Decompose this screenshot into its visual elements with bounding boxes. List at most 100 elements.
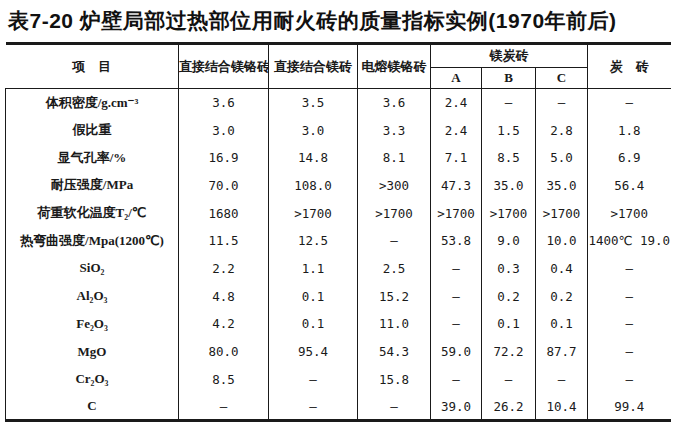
table-cell: 0.2 (482, 282, 536, 310)
table-cell: 3.0 (269, 116, 358, 144)
table-cell: >1700 (431, 199, 482, 227)
column-header-item: 项 目 (6, 44, 179, 89)
table-cell: 0.1 (269, 282, 358, 310)
table-cell: 1400℃ 19.0 (588, 227, 671, 255)
subcolumn-header-a: A (431, 68, 482, 89)
table-cell: 14.8 (269, 144, 358, 172)
table-cell: 0.4 (536, 255, 588, 283)
table-cell: 15.2 (358, 282, 431, 310)
table-cell: – (179, 393, 269, 421)
data-table: 项 目 直接结合镁铬砖 直接结合镁砖 电熔镁铬砖 镁炭砖 炭 砖 A B C 体… (5, 42, 671, 422)
table-cell: – (536, 365, 588, 393)
table-cell: 11.0 (358, 310, 431, 338)
table-cell: 0.1 (536, 310, 588, 338)
row-label: 显气孔率/% (6, 144, 179, 172)
table-cell: – (588, 365, 671, 393)
table-cell: 35.0 (482, 172, 536, 200)
table-cell: >1700 (536, 199, 588, 227)
header-row-main: 项 目 直接结合镁铬砖 直接结合镁砖 电熔镁铬砖 镁炭砖 炭 砖 (6, 44, 671, 68)
column-header-direct-bonded-magnesia-brick: 直接结合镁砖 (269, 44, 358, 89)
row-label: SiO₂ (6, 255, 179, 283)
table-cell: – (482, 365, 536, 393)
table-cell: 3.6 (179, 89, 269, 117)
table-cell: 5.0 (536, 144, 588, 172)
table-cell: – (536, 89, 588, 117)
table-cell: 95.4 (269, 338, 358, 366)
table-cell: – (588, 255, 671, 283)
table-cell: 0.1 (482, 310, 536, 338)
table-cell: >1700 (482, 199, 536, 227)
table-cell: 2.8 (536, 116, 588, 144)
table-cell: 80.0 (179, 338, 269, 366)
table-cell: 8.5 (482, 144, 536, 172)
table-cell: 70.0 (179, 172, 269, 200)
table-cell: – (482, 89, 536, 117)
table-cell: >1700 (269, 199, 358, 227)
table-cell: 12.5 (269, 227, 358, 255)
subcolumn-header-c: C (536, 68, 588, 89)
table-cell: – (358, 227, 431, 255)
table-cell: 1680 (179, 199, 269, 227)
row-label: 假比重 (6, 116, 179, 144)
row-label: 荷重软化温度T₂/℃ (6, 199, 179, 227)
row-label: 体积密度/g.cm⁻³ (6, 89, 179, 117)
table-cell: 0.3 (482, 255, 536, 283)
table-cell: – (588, 89, 671, 117)
table-row-cr2o3: Cr₂O₃ 8.5 – 15.8 – – – – (6, 365, 671, 393)
table-cell: – (269, 393, 358, 421)
table-cell: 15.8 (358, 365, 431, 393)
table-row-sio2: SiO₂ 2.2 1.1 2.5 – 0.3 0.4 – (6, 255, 671, 283)
table-cell: 56.4 (588, 172, 671, 200)
table-cell: 39.0 (431, 393, 482, 421)
table-cell: – (431, 255, 482, 283)
row-label: 耐压强度/MPa (6, 172, 179, 200)
subcolumn-header-b: B (482, 68, 536, 89)
table-cell: 99.4 (588, 393, 671, 421)
table-cell: 2.5 (358, 255, 431, 283)
table-cell: 16.9 (179, 144, 269, 172)
row-label: MgO (6, 338, 179, 366)
table-cell: 6.9 (588, 144, 671, 172)
table-cell: 0.1 (269, 310, 358, 338)
table-row-al2o3: Al₂O₃ 4.8 0.1 15.2 – 0.2 0.2 – (6, 282, 671, 310)
row-label: 热弯曲强度/Mpa(1200℃) (6, 227, 179, 255)
table-cell: – (358, 393, 431, 421)
row-label: Fe₂O₃ (6, 310, 179, 338)
table-cell: – (431, 310, 482, 338)
table-cell: 87.7 (536, 338, 588, 366)
table-cell: >1700 (358, 199, 431, 227)
table-cell: 4.8 (179, 282, 269, 310)
table-cell: 7.1 (431, 144, 482, 172)
table-row-bulk-density: 体积密度/g.cm⁻³ 3.6 3.5 3.6 2.4 – – – (6, 89, 671, 117)
table-cell: 10.0 (536, 227, 588, 255)
row-label: Cr₂O₃ (6, 365, 179, 393)
table-cell: – (588, 338, 671, 366)
table-row-fe2o3: Fe₂O₃ 4.2 0.1 11.0 – 0.1 0.1 – (6, 310, 671, 338)
table-cell: – (431, 365, 482, 393)
table-cell: 11.5 (179, 227, 269, 255)
table-cell: 47.3 (431, 172, 482, 200)
table-row-hot-bending-strength: 热弯曲强度/Mpa(1200℃) 11.5 12.5 – 53.8 9.0 10… (6, 227, 671, 255)
table-cell: 26.2 (482, 393, 536, 421)
row-label: C (6, 393, 179, 421)
table-cell: 72.2 (482, 338, 536, 366)
table-cell: 4.2 (179, 310, 269, 338)
table-cell: 54.3 (358, 338, 431, 366)
table-cell: – (431, 282, 482, 310)
table-cell: >1700 (588, 199, 671, 227)
table-cell: – (269, 365, 358, 393)
column-header-carbon-brick: 炭 砖 (588, 44, 671, 89)
table-cell: 108.0 (269, 172, 358, 200)
table-cell: 2.2 (179, 255, 269, 283)
table-cell: 3.6 (358, 89, 431, 117)
table-cell: 2.4 (431, 89, 482, 117)
table-cell: 8.1 (358, 144, 431, 172)
column-group-header-magnesia-carbon-brick: 镁炭砖 (431, 44, 588, 68)
table-header: 项 目 直接结合镁铬砖 直接结合镁砖 电熔镁铬砖 镁炭砖 炭 砖 A B C (6, 44, 671, 89)
table-cell: 53.8 (431, 227, 482, 255)
table-cell: 3.5 (269, 89, 358, 117)
table-cell: >300 (358, 172, 431, 200)
table-cell: 1.1 (269, 255, 358, 283)
table-row-apparent-specific-gravity: 假比重 3.0 3.0 3.3 2.4 1.5 2.8 1.8 (6, 116, 671, 144)
table-cell: 8.5 (179, 365, 269, 393)
